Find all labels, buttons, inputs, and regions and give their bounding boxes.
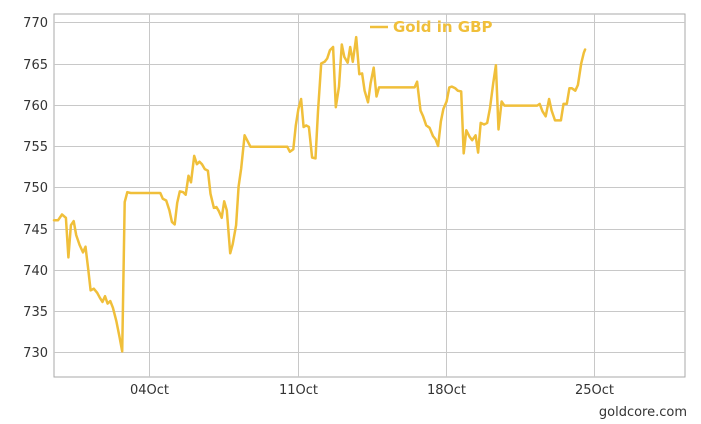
y-tick-label: 730: [23, 346, 48, 361]
y-tick-label: 755: [23, 140, 48, 155]
y-axis-tick-labels: 730 735 740 745 750 755 760 765 770: [23, 16, 48, 361]
x-tick-label: 25Oct: [575, 383, 614, 398]
legend: Gold in GBP: [370, 18, 493, 36]
series-line: [52, 35, 587, 353]
y-tick-label: 745: [23, 223, 48, 238]
x-tick-label: 04Oct: [130, 383, 169, 398]
series-layer: [52, 35, 587, 353]
plot-border: [53, 13, 686, 378]
source-credit: goldcore.com: [599, 405, 687, 420]
legend-label: Gold in GBP: [393, 18, 493, 36]
y-tick-label: 765: [23, 58, 48, 73]
y-tick-label: 735: [23, 305, 48, 320]
vertical-gridlines: [149, 14, 595, 377]
y-tick-label: 740: [23, 264, 48, 279]
horizontal-gridlines: [54, 22, 685, 353]
y-tick-label: 760: [23, 99, 48, 114]
x-axis-tick-labels: 04Oct 11Oct 18Oct 25Oct: [130, 383, 614, 398]
y-tick-label: 770: [23, 16, 48, 31]
y-tick-label: 750: [23, 181, 48, 196]
x-tick-label: 18Oct: [427, 383, 466, 398]
x-tick-label: 11Oct: [279, 383, 318, 398]
plot-area: [53, 13, 686, 378]
